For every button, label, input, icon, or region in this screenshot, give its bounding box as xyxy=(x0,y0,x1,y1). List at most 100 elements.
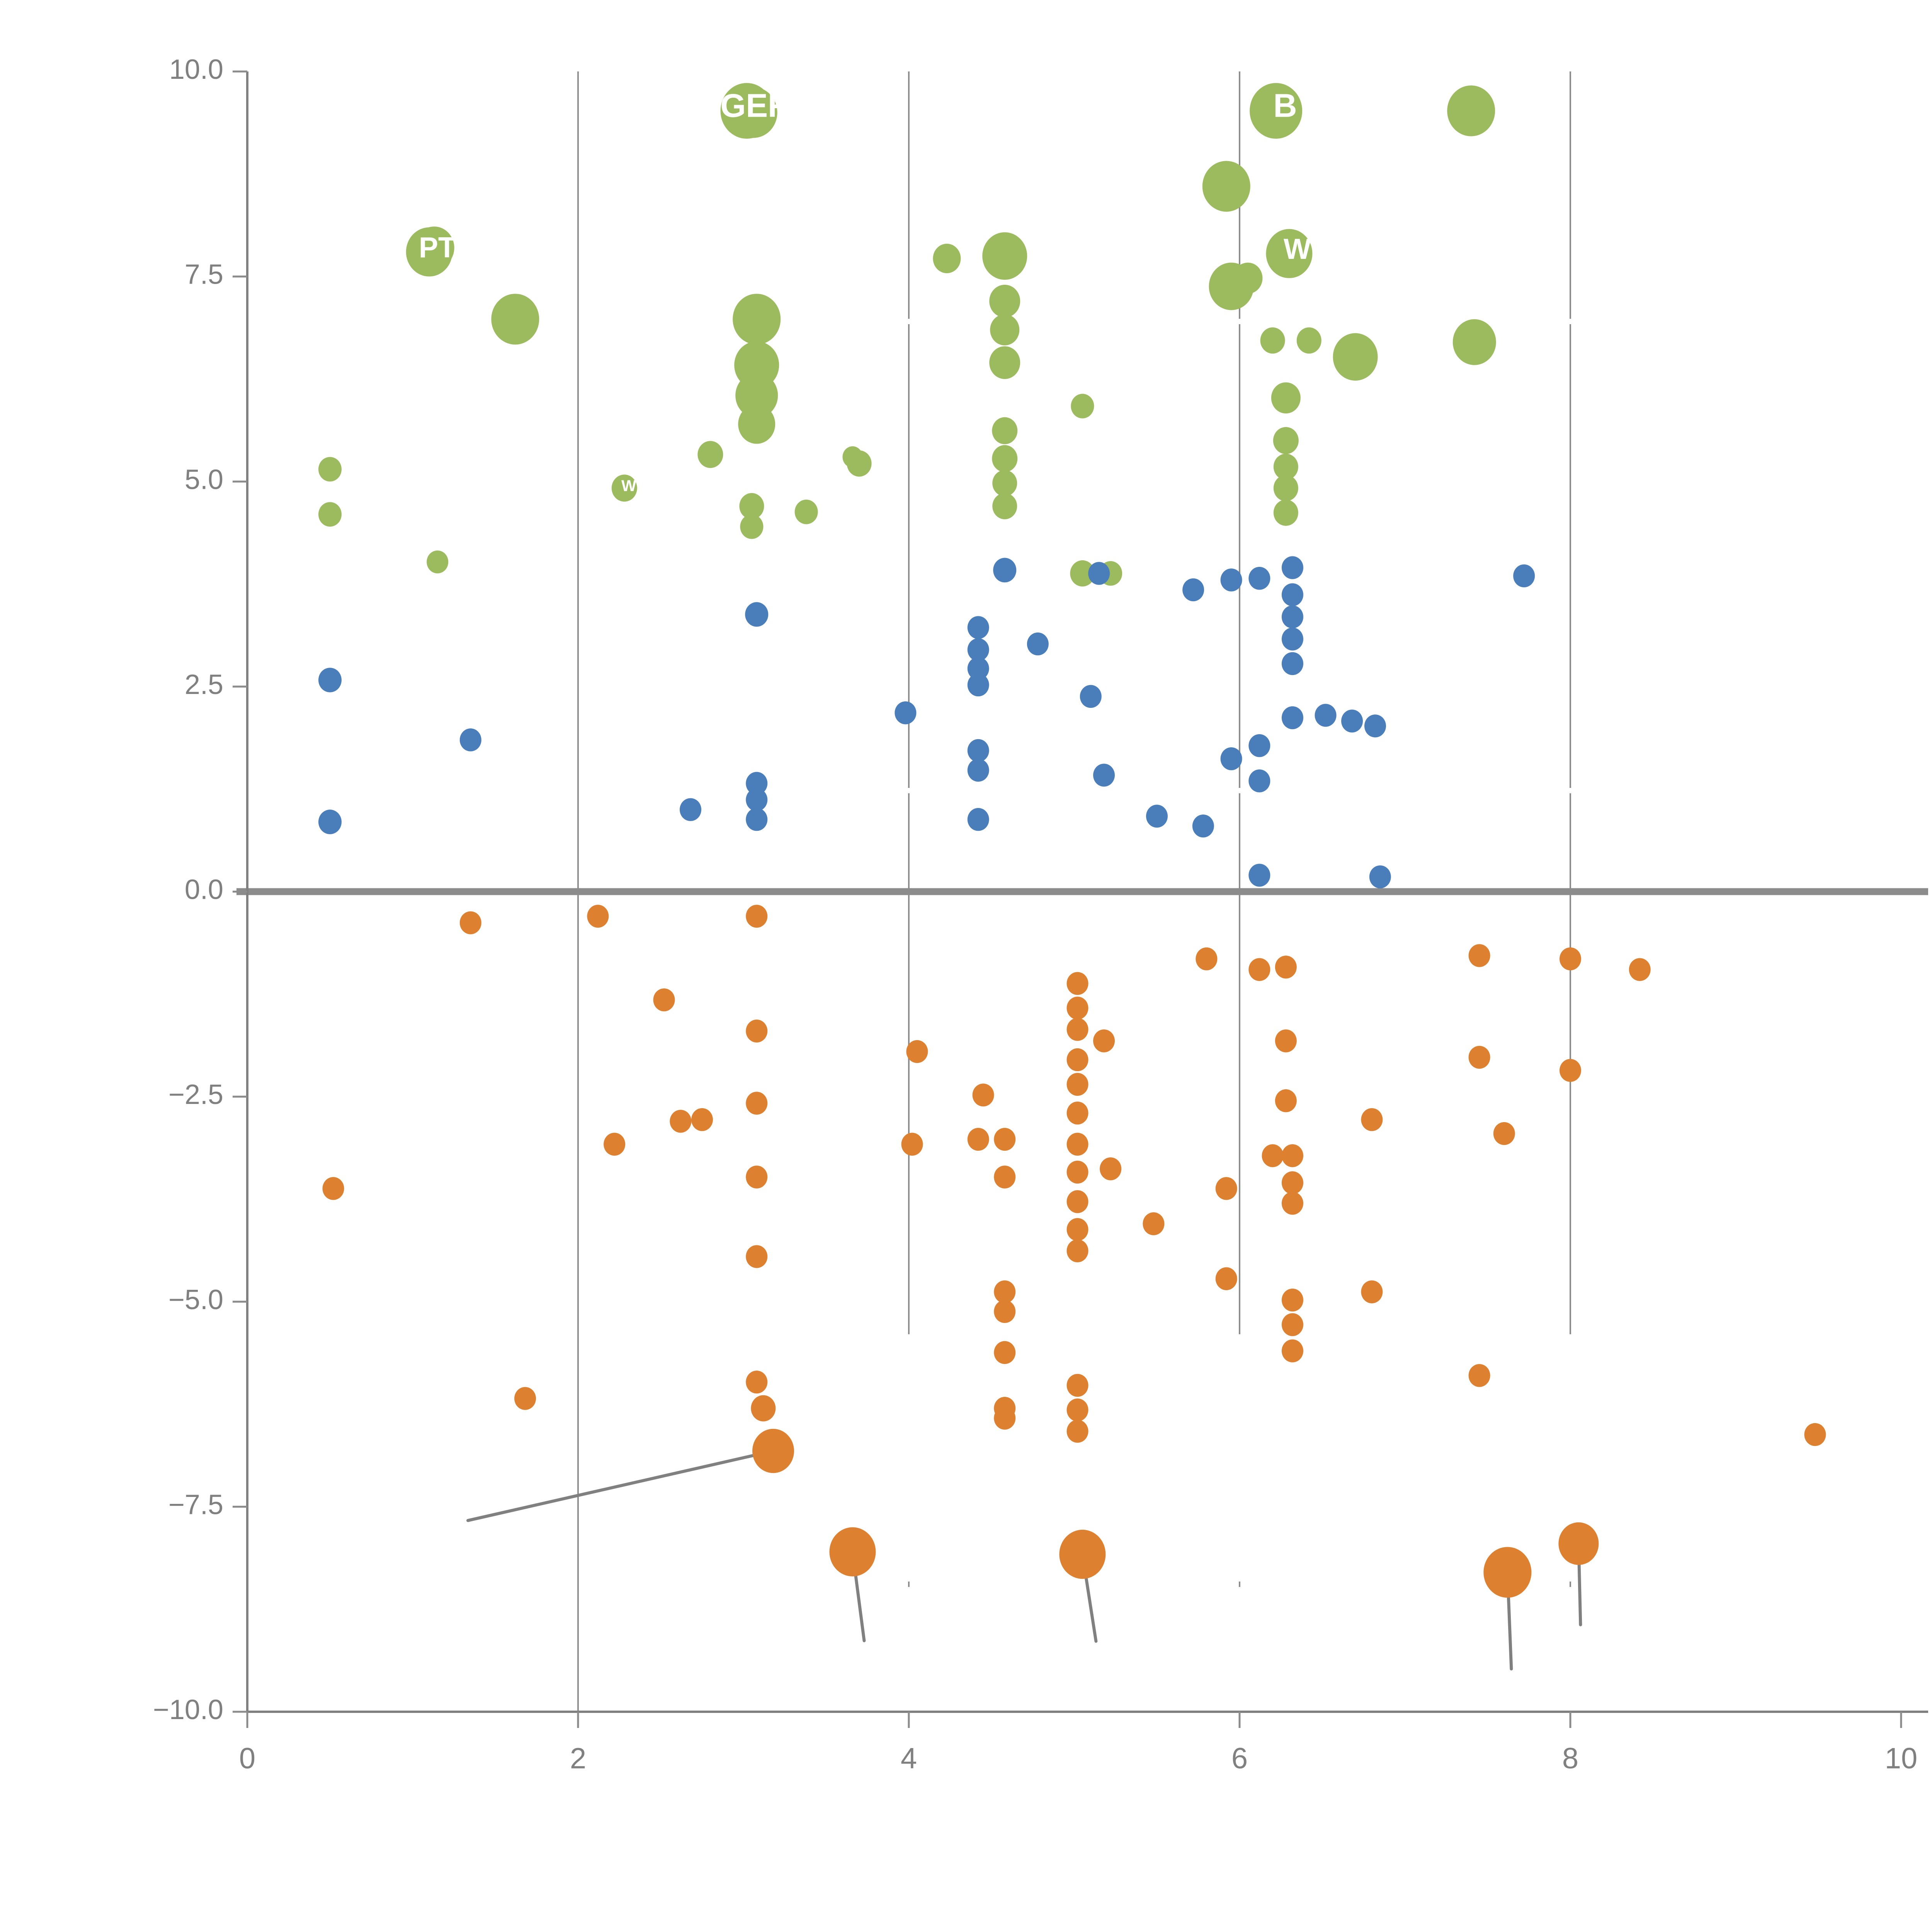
scatter-point-blue[interactable] xyxy=(680,798,702,821)
scatter-point-green[interactable] xyxy=(427,550,449,573)
scatter-point-green[interactable] xyxy=(729,87,777,138)
scatter-point-blue[interactable] xyxy=(1281,556,1303,579)
scatter-point-orange[interactable] xyxy=(1560,947,1581,971)
scatter-point-green[interactable] xyxy=(739,493,764,519)
scatter-point-blue[interactable] xyxy=(1281,583,1303,606)
scatter-point-green[interactable] xyxy=(982,232,1027,280)
scatter-point-blue[interactable] xyxy=(1281,652,1303,675)
scatter-point-orange[interactable] xyxy=(1275,1089,1297,1112)
scatter-point-orange[interactable] xyxy=(604,1133,626,1156)
scatter-point-green[interactable] xyxy=(1273,475,1298,502)
scatter-point-green[interactable] xyxy=(738,404,776,444)
scatter-point-green[interactable] xyxy=(842,446,863,468)
scatter-point-blue[interactable] xyxy=(1192,815,1214,838)
scatter-point-green[interactable] xyxy=(318,457,342,482)
scatter-point-green[interactable] xyxy=(1273,427,1299,454)
scatter-point-green[interactable] xyxy=(794,499,818,524)
scatter-point-green[interactable] xyxy=(1273,499,1298,526)
scatter-point-blue[interactable] xyxy=(967,673,989,697)
scatter-point-orange[interactable] xyxy=(1059,1529,1106,1579)
scatter-point-orange[interactable] xyxy=(746,1019,768,1043)
scatter-point-orange[interactable] xyxy=(1281,1339,1303,1362)
scatter-point-orange[interactable] xyxy=(1281,1192,1303,1215)
scatter-point-orange[interactable] xyxy=(994,1406,1016,1430)
scatter-point-orange[interactable] xyxy=(994,1165,1016,1189)
scatter-point-green[interactable] xyxy=(992,470,1017,497)
scatter-point-orange[interactable] xyxy=(1066,1160,1088,1184)
scatter-point-blue[interactable] xyxy=(459,728,481,752)
scatter-point-orange[interactable] xyxy=(1066,1398,1088,1422)
scatter-point-green[interactable] xyxy=(1266,229,1313,278)
scatter-point-blue[interactable] xyxy=(746,788,768,811)
scatter-point-green[interactable] xyxy=(992,445,1018,472)
scatter-point-orange[interactable] xyxy=(746,1245,768,1268)
scatter-point-blue[interactable] xyxy=(318,668,342,692)
scatter-point-orange[interactable] xyxy=(746,1092,768,1115)
scatter-point-orange[interactable] xyxy=(514,1387,536,1410)
scatter-point-green[interactable] xyxy=(1447,85,1495,136)
scatter-point-green[interactable] xyxy=(1452,319,1496,365)
scatter-point-blue[interactable] xyxy=(1364,714,1386,738)
scatter-point-green[interactable] xyxy=(989,346,1020,379)
scatter-point-green[interactable] xyxy=(992,493,1017,519)
scatter-point-orange[interactable] xyxy=(1281,1144,1303,1167)
scatter-point-orange[interactable] xyxy=(994,1280,1016,1303)
scatter-point-orange[interactable] xyxy=(1066,1133,1088,1156)
scatter-point-blue[interactable] xyxy=(1088,562,1110,585)
scatter-point-blue[interactable] xyxy=(1513,564,1535,588)
scatter-point-blue[interactable] xyxy=(1248,769,1270,793)
scatter-point-green[interactable] xyxy=(1070,560,1095,587)
scatter-point-orange[interactable] xyxy=(972,1083,994,1107)
scatter-point-blue[interactable] xyxy=(1315,704,1337,727)
scatter-point-green[interactable] xyxy=(1271,382,1301,414)
scatter-point-orange[interactable] xyxy=(994,1128,1016,1151)
scatter-point-green[interactable] xyxy=(491,294,539,345)
scatter-point-blue[interactable] xyxy=(967,759,989,782)
scatter-point-blue[interactable] xyxy=(967,808,989,831)
scatter-point-green[interactable] xyxy=(318,502,342,527)
scatter-point-green[interactable] xyxy=(1250,83,1303,139)
scatter-point-blue[interactable] xyxy=(1248,734,1270,757)
scatter-point-green[interactable] xyxy=(1202,161,1250,212)
scatter-point-green[interactable] xyxy=(1233,262,1263,294)
scatter-point-blue[interactable] xyxy=(967,739,989,762)
scatter-point-blue[interactable] xyxy=(1220,747,1242,770)
scatter-point-orange[interactable] xyxy=(1468,944,1490,967)
scatter-point-orange[interactable] xyxy=(1468,1046,1490,1069)
scatter-point-orange[interactable] xyxy=(994,1341,1016,1364)
scatter-point-orange[interactable] xyxy=(1215,1177,1237,1200)
scatter-point-blue[interactable] xyxy=(318,810,342,834)
scatter-point-orange[interactable] xyxy=(1262,1144,1284,1167)
scatter-point-orange[interactable] xyxy=(901,1133,923,1156)
scatter-point-orange[interactable] xyxy=(587,905,609,928)
scatter-point-blue[interactable] xyxy=(895,701,917,724)
scatter-point-orange[interactable] xyxy=(653,988,675,1012)
scatter-point-orange[interactable] xyxy=(994,1300,1016,1323)
scatter-point-green[interactable] xyxy=(1296,327,1321,354)
scatter-point-green[interactable] xyxy=(989,284,1020,318)
scatter-point-orange[interactable] xyxy=(1558,1522,1599,1565)
scatter-point-blue[interactable] xyxy=(1220,568,1242,592)
scatter-point-blue[interactable] xyxy=(1093,764,1115,787)
scatter-point-green[interactable] xyxy=(414,226,454,269)
scatter-point-blue[interactable] xyxy=(1080,685,1102,708)
scatter-point-orange[interactable] xyxy=(1066,1190,1088,1213)
scatter-point-orange[interactable] xyxy=(967,1128,989,1151)
scatter-point-blue[interactable] xyxy=(746,772,768,795)
scatter-point-orange[interactable] xyxy=(829,1527,876,1577)
scatter-point-orange[interactable] xyxy=(1143,1212,1165,1235)
scatter-point-orange[interactable] xyxy=(1215,1267,1237,1291)
scatter-point-blue[interactable] xyxy=(1281,628,1303,651)
scatter-point-green[interactable] xyxy=(1333,333,1378,381)
scatter-point-orange[interactable] xyxy=(746,905,768,928)
scatter-point-green[interactable] xyxy=(990,314,1020,345)
scatter-point-green[interactable] xyxy=(697,441,723,468)
scatter-point-blue[interactable] xyxy=(967,616,989,639)
scatter-point-green[interactable] xyxy=(933,243,961,274)
scatter-point-orange[interactable] xyxy=(906,1040,928,1063)
scatter-point-green[interactable] xyxy=(733,294,781,345)
scatter-point-orange[interactable] xyxy=(751,1395,776,1422)
scatter-point-orange[interactable] xyxy=(1281,1313,1303,1336)
scatter-point-orange[interactable] xyxy=(1629,958,1651,981)
scatter-point-blue[interactable] xyxy=(967,657,989,680)
